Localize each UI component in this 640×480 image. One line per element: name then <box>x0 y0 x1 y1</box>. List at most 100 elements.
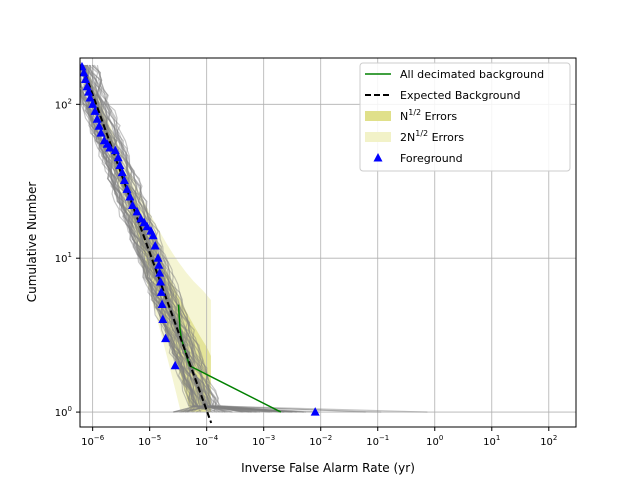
background-trial-line <box>80 84 232 413</box>
background-trial-line <box>80 92 250 413</box>
x-tick-label-exp: −2 <box>322 434 332 442</box>
x-tick-label-exp: −4 <box>208 434 219 442</box>
series-group <box>80 61 320 424</box>
x-axis-label: Inverse False Alarm Rate (yr) <box>241 461 415 475</box>
legend-label-text: Expected Background <box>400 89 520 102</box>
background-trial-line <box>80 69 298 413</box>
foreground-marker <box>125 191 135 201</box>
x-tick-label-exp: −5 <box>151 434 161 442</box>
legend-label: Foreground <box>400 152 463 165</box>
foreground-marker <box>157 299 167 309</box>
foreground-marker <box>148 230 158 240</box>
x-tick-label-base: 10 <box>138 437 151 448</box>
background-trial-line <box>84 64 245 413</box>
foreground-marker <box>310 407 320 416</box>
background-trial-line <box>80 65 218 413</box>
background-trial-line <box>86 64 261 413</box>
legend-label: 2N1/2 Errors <box>400 129 464 144</box>
legend-swatch-marker <box>373 153 383 162</box>
background-trial-line <box>80 88 198 413</box>
foreground-marker <box>115 160 125 170</box>
legend-label-sup: 1/2 <box>415 129 428 138</box>
foreground-marker <box>158 314 168 323</box>
foreground-marker <box>117 167 127 177</box>
background-trial-line <box>80 75 199 413</box>
x-tick-label: 10−6 <box>81 434 105 448</box>
background-trial-line <box>83 64 209 413</box>
legend-box <box>359 62 571 172</box>
y-tick-label: 100 <box>55 405 72 419</box>
foreground-marker <box>119 175 129 184</box>
background-trial-line <box>80 90 273 413</box>
background-trial-line <box>80 88 194 413</box>
x-tick-label: 101 <box>483 434 500 448</box>
x-tick-label-base: 10 <box>366 437 379 448</box>
foreground-marker <box>80 61 87 71</box>
legend-label-sup: 1/2 <box>408 108 421 117</box>
legend-label-text: 2N <box>400 131 415 144</box>
background-trial-line <box>80 64 304 413</box>
background-trial-line <box>80 76 258 413</box>
x-tick-label-base: 10 <box>81 437 94 448</box>
x-tick-label: 10−4 <box>195 434 219 448</box>
foreground-marker <box>81 74 91 83</box>
background-trial-line <box>81 64 208 413</box>
legend-label-text: All decimated background <box>400 68 544 81</box>
foreground-marker <box>96 128 106 137</box>
background-trial-line <box>80 71 202 413</box>
foreground-marker <box>155 268 165 277</box>
y-tick-label: 101 <box>55 251 72 265</box>
background-trial-line <box>96 64 220 413</box>
foreground-marker <box>90 106 100 115</box>
x-tick-label: 102 <box>540 434 557 448</box>
background-trial-line <box>88 64 283 413</box>
y-tick-label-exp: 1 <box>68 251 72 259</box>
foreground-marker <box>132 206 142 216</box>
foreground-marker <box>122 184 132 193</box>
foreground-marker <box>82 81 92 91</box>
background-trial-line <box>80 97 195 413</box>
background-trial-line <box>87 64 212 413</box>
x-tick-label-exp: 2 <box>553 434 557 442</box>
foreground-marker <box>85 92 95 102</box>
plot-frame <box>79 57 577 428</box>
x-tick-label-base: 10 <box>195 437 208 448</box>
foreground-marker <box>156 277 166 286</box>
legend-label: All decimated background <box>400 68 544 81</box>
background-trial-line <box>80 81 214 413</box>
x-tick-label-exp: −1 <box>379 434 389 442</box>
background-trial-line <box>80 66 252 413</box>
y-tick-label-exp: 0 <box>68 405 72 413</box>
background-trial-line <box>83 64 209 413</box>
background-trial-line <box>80 89 305 413</box>
background-trial-line <box>80 64 292 413</box>
x-tick-label-base: 10 <box>309 437 322 448</box>
legend-swatch-patch <box>365 111 391 121</box>
foreground-marker <box>142 221 152 231</box>
x-tick-label: 10−2 <box>309 434 332 448</box>
background-trial-line <box>91 64 366 413</box>
background-trial-line <box>80 78 251 413</box>
x-tick-label-base: 10 <box>483 437 496 448</box>
background-trial-line <box>86 64 284 413</box>
background-trial-line <box>80 64 206 413</box>
background-trial-line <box>86 64 215 413</box>
foreground-marker <box>92 114 102 123</box>
x-tick-label: 10−1 <box>366 434 389 448</box>
legend-label: Expected Background <box>400 89 520 102</box>
background-trial-line <box>80 77 198 413</box>
x-tick-label-base: 10 <box>252 437 265 448</box>
foreground-marker <box>150 241 160 250</box>
legend: All decimated background Expected Backgro… <box>359 62 571 172</box>
foreground-marker <box>80 67 89 77</box>
background-trial-line <box>84 64 428 413</box>
foreground-marker <box>110 145 120 155</box>
y-tick-label: 102 <box>55 97 72 111</box>
background-trial-line <box>80 79 270 413</box>
x-tick-label: 10−3 <box>252 434 275 448</box>
foreground-marker <box>156 287 166 296</box>
background-trial-line <box>88 64 216 413</box>
legend-label-suffix: Errors <box>428 131 464 144</box>
legend-label: N1/2 Errors <box>400 108 457 123</box>
